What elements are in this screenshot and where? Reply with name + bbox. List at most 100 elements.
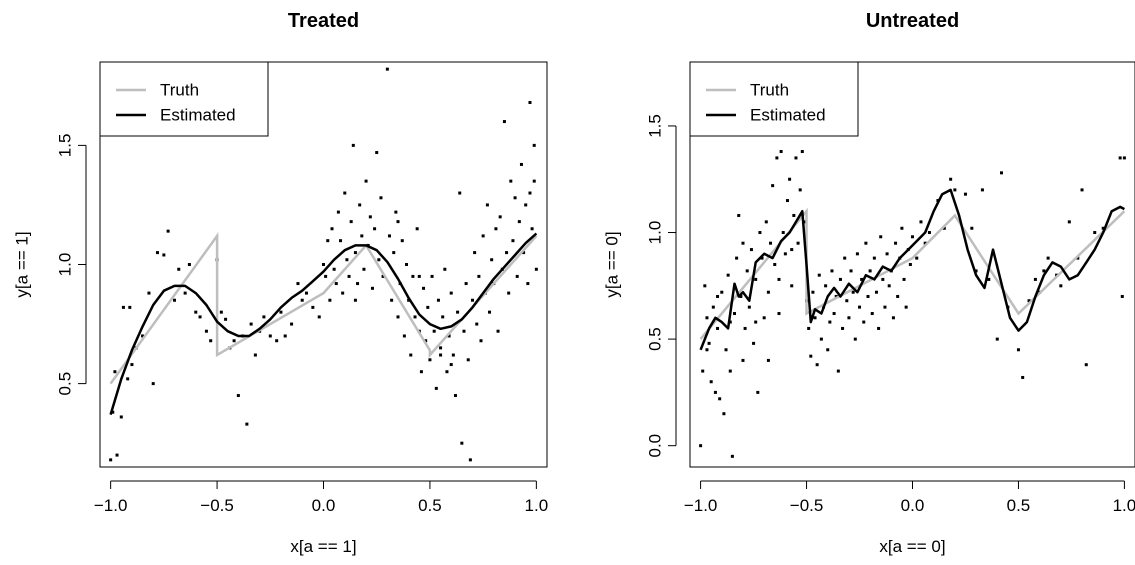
data-point: [754, 277, 758, 281]
data-point: [373, 227, 377, 231]
data-point: [488, 310, 492, 314]
y-axis-label: y[a == 0]: [603, 231, 622, 297]
x-tick-label: 1.0: [525, 496, 549, 515]
y-tick-label: 0.5: [56, 372, 75, 396]
x-tick-label: 0.0: [312, 496, 336, 515]
data-point: [709, 380, 713, 384]
data-point: [843, 256, 847, 260]
y-tick-label: 0.0: [646, 434, 665, 458]
data-point: [224, 317, 228, 321]
data-point: [894, 241, 898, 245]
data-point: [1000, 171, 1003, 175]
data-point: [813, 316, 817, 320]
data-point: [351, 143, 355, 147]
data-point: [381, 274, 385, 278]
data-point: [275, 339, 279, 343]
data-point: [505, 251, 509, 255]
data-point: [462, 329, 466, 333]
data-point: [507, 291, 511, 295]
data-point: [868, 269, 872, 273]
data-point: [809, 354, 813, 358]
data-point: [449, 363, 453, 367]
data-point: [471, 298, 474, 302]
data-point: [528, 191, 532, 195]
data-point: [853, 337, 857, 341]
data-point: [479, 339, 483, 343]
data-point: [777, 277, 781, 281]
data-point: [718, 397, 722, 401]
data-point: [737, 213, 741, 217]
chart-title: Untreated: [866, 10, 959, 32]
data-point: [900, 226, 904, 230]
data-point: [447, 334, 451, 338]
data-point: [317, 315, 321, 319]
data-point: [1120, 294, 1124, 298]
plot-area: [109, 67, 538, 462]
data-point: [908, 263, 912, 266]
data-point: [1033, 277, 1037, 281]
data-point: [466, 358, 470, 362]
data-point: [400, 239, 404, 243]
data-point: [756, 390, 760, 394]
data-point: [703, 284, 707, 288]
data-point: [974, 269, 978, 273]
data-point: [923, 241, 927, 245]
data-point: [730, 454, 734, 458]
data-point: [173, 298, 176, 302]
data-point: [942, 226, 946, 230]
data-point: [720, 290, 724, 294]
data-point: [870, 312, 874, 316]
data-point: [522, 251, 526, 255]
data-point: [415, 227, 419, 231]
data-point: [834, 294, 838, 298]
data-point: [519, 162, 523, 166]
data-point: [864, 241, 868, 245]
data-point: [428, 358, 432, 362]
y-tick-label: 0.5: [646, 327, 665, 351]
data-point: [847, 316, 851, 320]
data-point: [953, 188, 957, 192]
data-point: [394, 210, 398, 214]
data-point: [745, 269, 749, 273]
data-point: [783, 252, 787, 256]
data-point: [749, 248, 753, 252]
data-point: [777, 312, 781, 316]
data-point: [792, 213, 796, 217]
data-point: [253, 353, 257, 357]
x-axis-label: x[a == 1]: [290, 537, 356, 556]
data-point: [511, 239, 515, 243]
data-point: [877, 326, 881, 330]
data-point: [980, 188, 984, 192]
data-point: [128, 305, 132, 309]
x-tick-label: −1.0: [684, 496, 718, 515]
data-point: [436, 298, 440, 302]
data-point: [758, 231, 762, 235]
data-point: [815, 363, 819, 367]
data-point: [232, 339, 236, 343]
data-point: [752, 341, 756, 345]
data-point: [449, 291, 453, 295]
legend-box: [689, 61, 859, 137]
data-point: [417, 274, 421, 278]
data-point: [411, 274, 415, 278]
data-point: [477, 274, 481, 278]
data-point: [995, 337, 999, 341]
data-point: [151, 382, 155, 386]
data-point: [1093, 231, 1097, 235]
data-point: [701, 369, 705, 373]
chart-panel-1: Treated −1.0 −0.5 0.0 0.5 1.0 x[a == 1] 0.5 1.0 1…: [13, 10, 549, 556]
data-point: [177, 267, 181, 271]
data-point: [526, 282, 530, 286]
legend-label: Truth: [160, 81, 199, 100]
data-point: [811, 290, 815, 294]
y-tick-label: 1.5: [56, 134, 75, 158]
x-axis-label: x[a == 0]: [879, 537, 945, 556]
data-point: [262, 315, 266, 319]
data-point: [911, 235, 914, 239]
data-point: [498, 215, 502, 219]
data-point: [724, 348, 728, 352]
x-tick-label: −0.5: [790, 496, 824, 515]
data-point: [439, 353, 443, 357]
data-point: [713, 390, 717, 394]
data-point: [130, 363, 134, 367]
